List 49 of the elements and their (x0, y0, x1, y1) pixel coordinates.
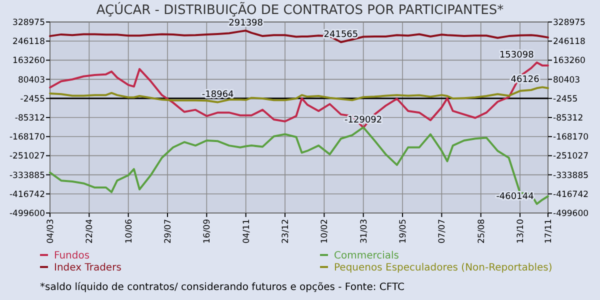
y-tick-label: 80403 (18, 75, 45, 86)
y2-tick-label: 328975 (553, 18, 586, 28)
y-tick-label: -416742 (9, 190, 45, 200)
y2-tick-label: -416742 (553, 190, 589, 200)
y2-tick-label: -499600 (553, 208, 589, 219)
line-series (49, 30, 549, 44)
x-tick-label: 04/03 (46, 219, 56, 244)
y2-tick-label: 163260 (553, 56, 586, 66)
legend-label: Fundos (54, 250, 90, 262)
chart-title: AÇÚCAR - DISTRIBUIÇÃO DE CONTRATOS POR PARTICIPANTES* (96, 1, 504, 18)
x-tick-label: 10/06 (124, 219, 134, 244)
y2-tick-label: 80403 (553, 75, 580, 86)
y-tick-label: -251027 (9, 152, 45, 162)
line-series (49, 126, 549, 205)
x-tick-label: 29/07 (163, 219, 174, 244)
y2-tick-label: -2455 (553, 94, 578, 104)
y-tick-label: 246118 (12, 37, 45, 48)
legend-label: Index Traders (54, 262, 122, 274)
y-tick-label: 163260 (12, 56, 45, 66)
x-tick-label: 17/11 (544, 219, 554, 244)
x-tick-label: 10/02 (320, 219, 330, 244)
x-tick-label: 16/09 (202, 219, 213, 244)
y-tick-label: -499600 (9, 208, 45, 219)
annotation: -18964 (202, 90, 234, 100)
y-tick-label: -333885 (9, 170, 45, 181)
x-tick-label: 13/10 (516, 219, 526, 244)
text: *saldo líquido de contratos/ considerando futuros e opções - Fonte: CFTC (40, 282, 404, 293)
y-tick-label: -85312 (14, 113, 45, 124)
annotation: 153098 (499, 50, 534, 61)
y-tick-label: -2455 (20, 94, 45, 104)
y-tick-label: -168170 (9, 132, 45, 143)
line-series (49, 86, 549, 104)
y-tick-label: 328975 (12, 18, 45, 28)
x-tick-label: 25/08 (476, 219, 487, 244)
annotation: 241565 (324, 30, 358, 40)
y2-tick-label: -251027 (553, 152, 589, 162)
x-tick-label: 04/11 (242, 219, 252, 244)
x-tick-label: 22/04 (85, 219, 96, 244)
y2-tick-label: -333885 (553, 170, 589, 181)
y2-tick-label: 246118 (553, 37, 586, 48)
legend-label: Commercials (334, 250, 400, 262)
x-tick-label: 07/07 (438, 219, 448, 244)
line-series (49, 62, 549, 129)
x-tick-label: 31/03 (359, 219, 370, 244)
legend-label: Pequenos Especuladores (Non-Reportables) (334, 262, 552, 274)
x-tick-label: 23/12 (280, 219, 291, 244)
x-tick-label: 19/05 (398, 219, 408, 244)
y2-tick-label: -168170 (553, 132, 589, 143)
y2-tick-label: -85312 (553, 113, 584, 124)
